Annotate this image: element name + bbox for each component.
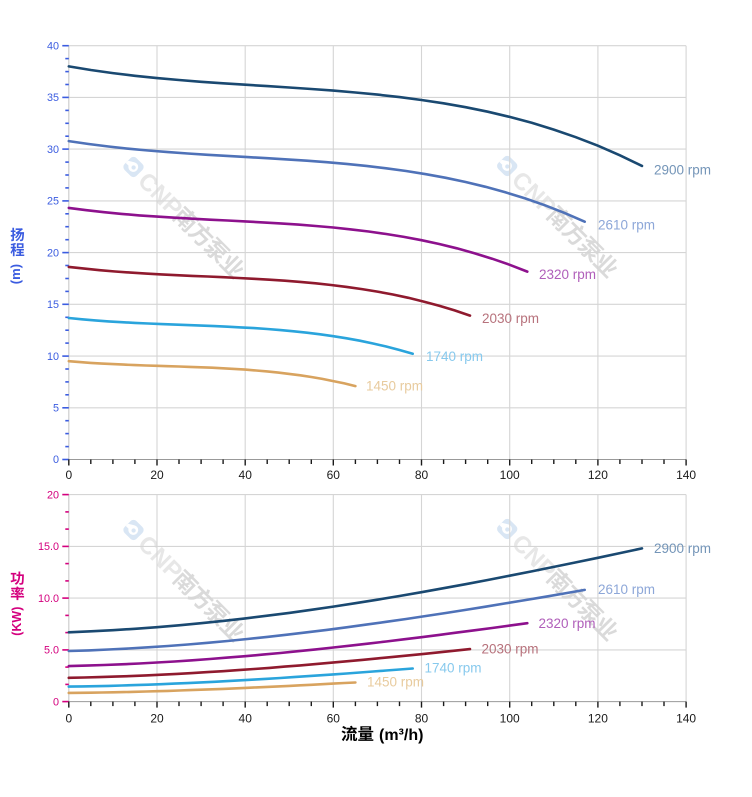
svg-text:1450 rpm: 1450 rpm (366, 379, 423, 394)
svg-text:140: 140 (676, 468, 696, 482)
svg-text:35: 35 (47, 92, 59, 104)
svg-text:2900 rpm: 2900 rpm (654, 541, 711, 556)
svg-text:40: 40 (239, 712, 253, 726)
svg-text:60: 60 (327, 712, 341, 726)
svg-text:1740 rpm: 1740 rpm (425, 661, 482, 676)
svg-text:2320 rpm: 2320 rpm (539, 267, 596, 282)
svg-text:0: 0 (65, 712, 72, 726)
svg-text:2610 rpm: 2610 rpm (598, 218, 655, 233)
svg-text:20: 20 (47, 247, 59, 259)
svg-text:120: 120 (588, 712, 608, 726)
svg-text:100: 100 (500, 712, 520, 726)
svg-text:2030 rpm: 2030 rpm (482, 311, 539, 326)
svg-text:20: 20 (47, 489, 59, 501)
svg-text:120: 120 (588, 468, 608, 482)
svg-text:20: 20 (150, 468, 164, 482)
svg-text:0: 0 (53, 696, 59, 708)
svg-text:5: 5 (53, 403, 59, 415)
svg-text:(m³/h): (m³/h) (379, 727, 423, 744)
svg-text:1740 rpm: 1740 rpm (426, 349, 483, 364)
svg-text:10: 10 (47, 351, 59, 363)
svg-text:25: 25 (47, 196, 59, 208)
svg-text:(KW): (KW) (10, 607, 24, 636)
svg-text:15: 15 (47, 299, 59, 311)
svg-text:40: 40 (47, 40, 59, 52)
svg-text:40: 40 (239, 468, 253, 482)
svg-text:2320 rpm: 2320 rpm (539, 616, 596, 631)
svg-text:30: 30 (47, 144, 59, 156)
svg-text:0: 0 (53, 454, 59, 466)
svg-text:60: 60 (327, 468, 341, 482)
svg-text:0: 0 (65, 468, 72, 482)
svg-text:15.0: 15.0 (38, 541, 59, 553)
svg-text:1450 rpm: 1450 rpm (367, 675, 424, 690)
svg-text:80: 80 (415, 468, 429, 482)
svg-text:10.0: 10.0 (38, 593, 59, 605)
svg-text:20: 20 (150, 712, 164, 726)
svg-text:80: 80 (415, 712, 429, 726)
svg-text:5.0: 5.0 (44, 645, 59, 657)
svg-text:2030 rpm: 2030 rpm (482, 642, 539, 657)
svg-text:2610 rpm: 2610 rpm (598, 582, 655, 597)
svg-text:100: 100 (500, 468, 520, 482)
svg-text:2900 rpm: 2900 rpm (654, 162, 711, 177)
svg-text:(m): (m) (8, 264, 23, 284)
svg-text:140: 140 (676, 712, 696, 726)
